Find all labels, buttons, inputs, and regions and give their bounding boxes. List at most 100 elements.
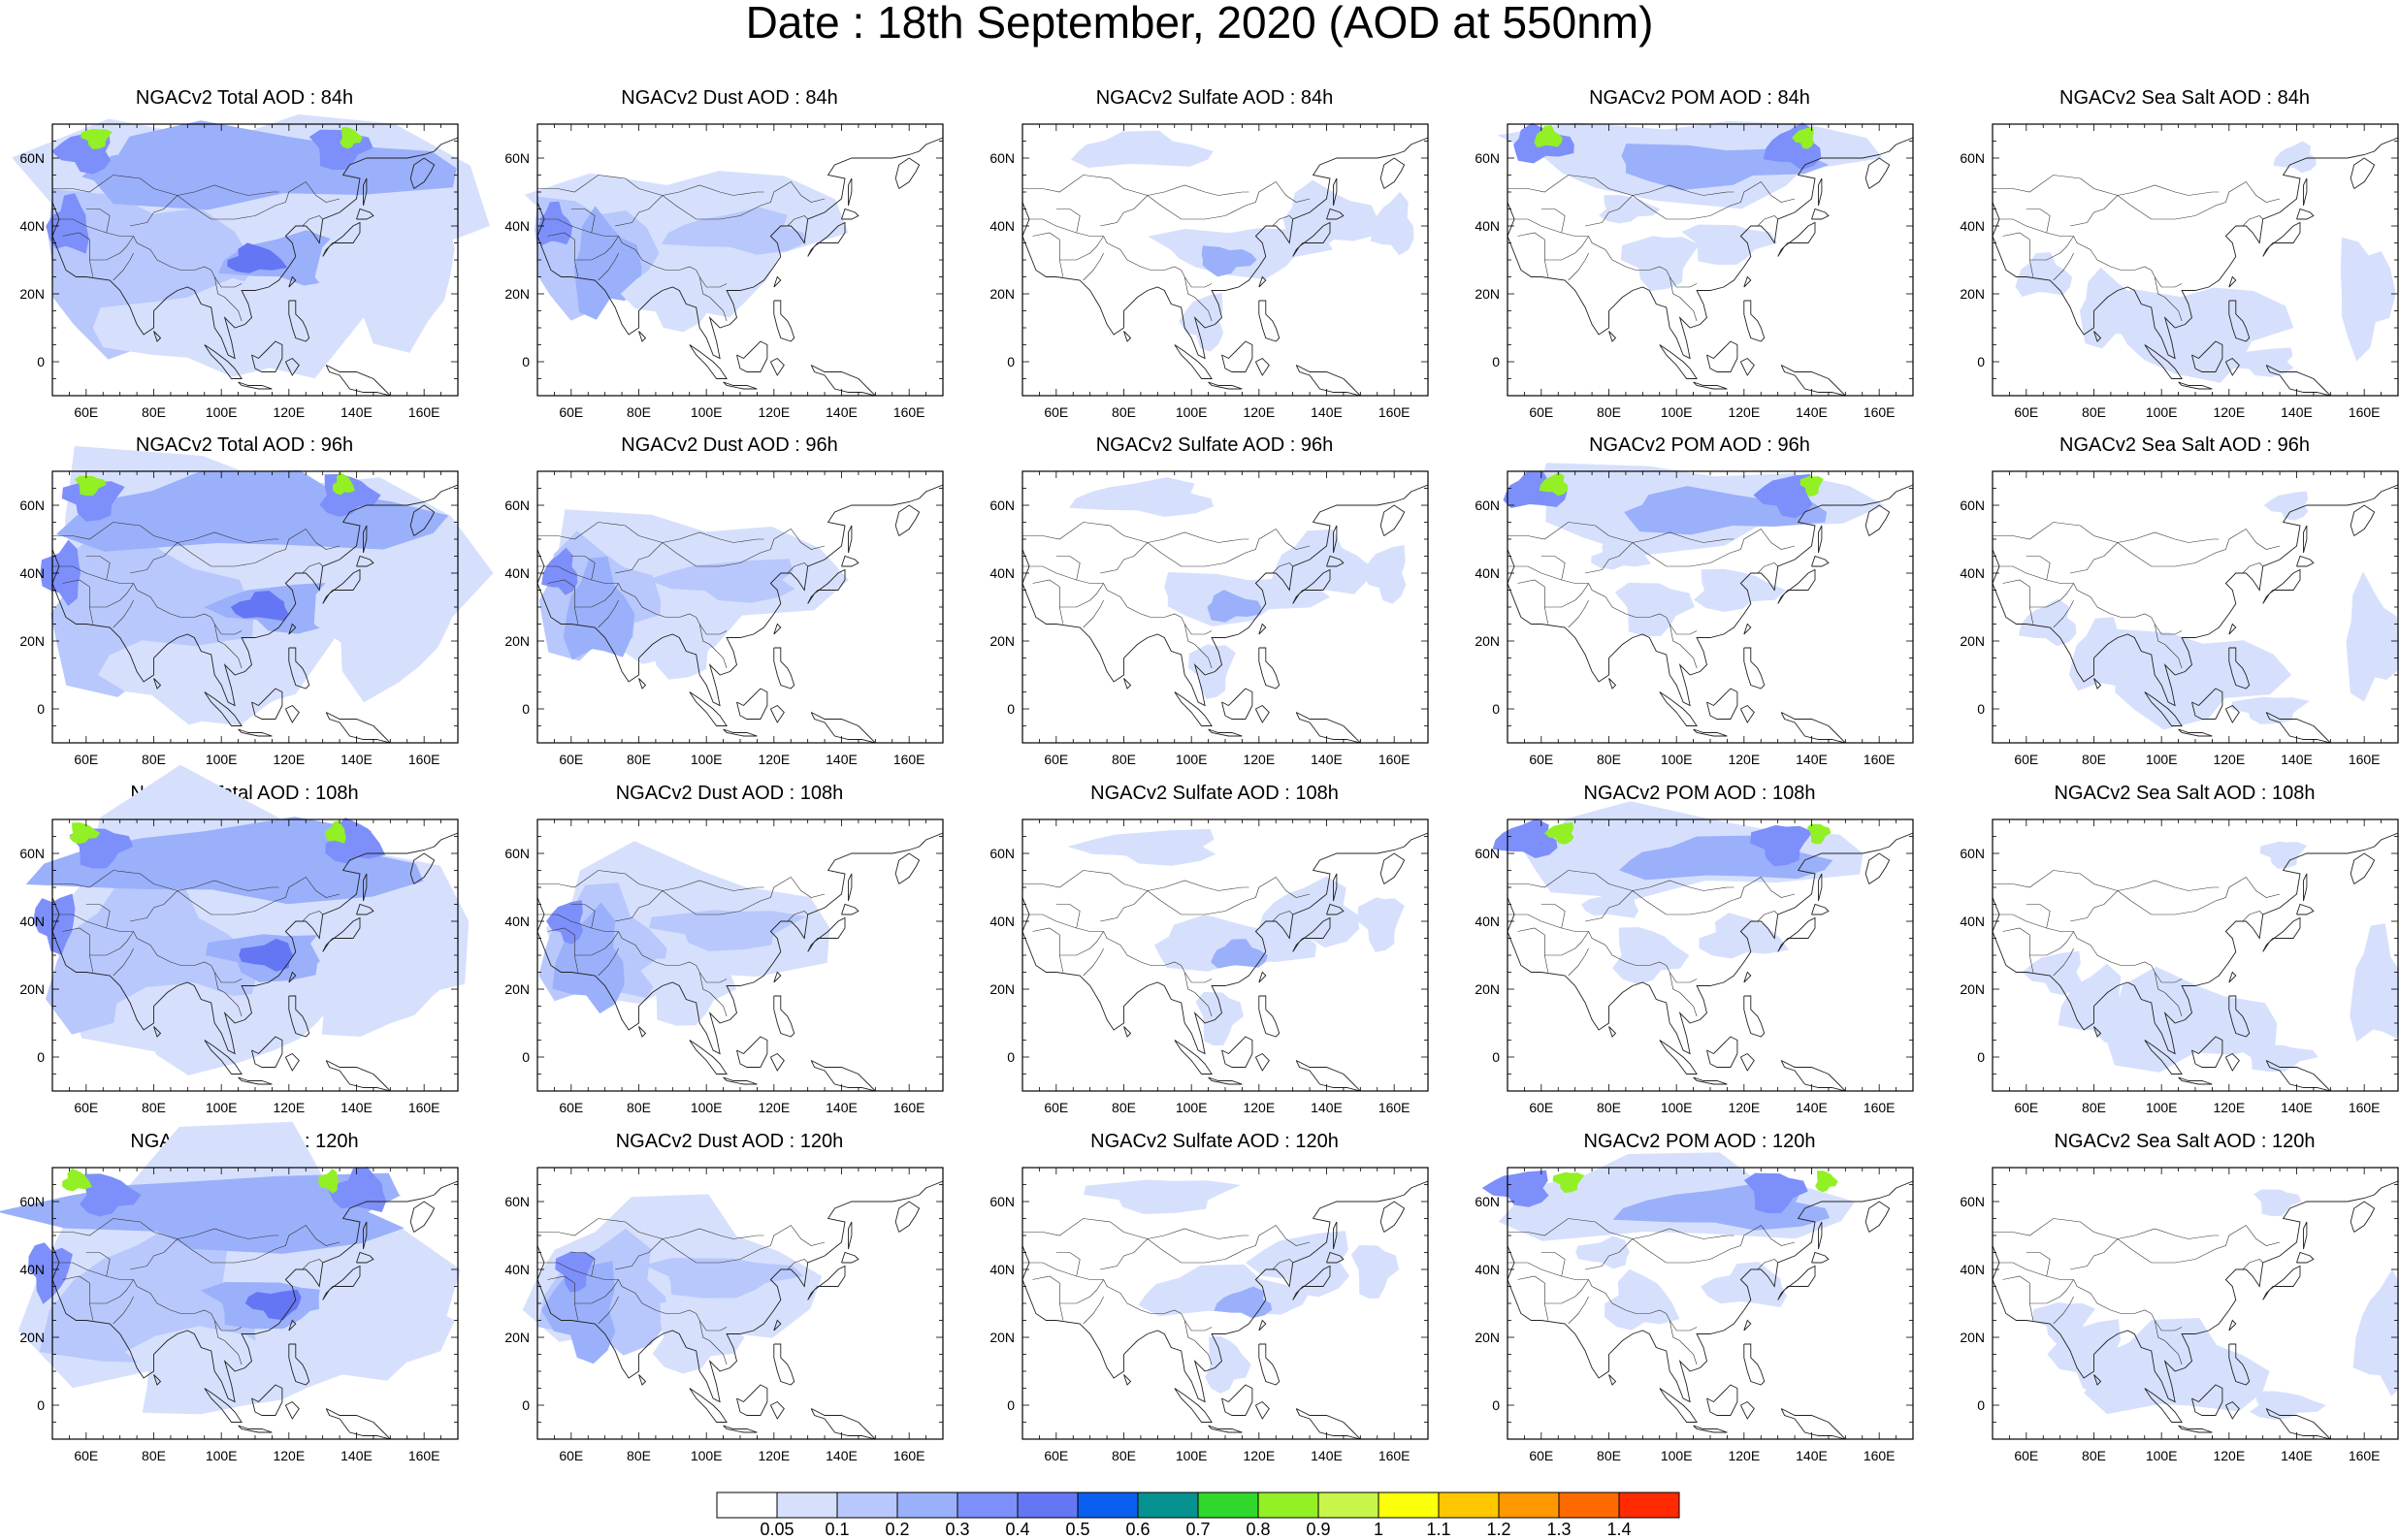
lat-tick-label: 0 [37, 1049, 45, 1065]
coastline [2296, 1251, 2315, 1264]
country-border [1517, 1275, 1549, 1321]
coastline [1780, 1060, 1846, 1091]
country-border [213, 276, 243, 322]
map-panel-seasalt-96h: NGACv2 Sea Salt AOD : 96h 60E 80E 100E 120E 1… [1952, 434, 2399, 784]
aod-region [1543, 822, 1574, 845]
coastline [1608, 1026, 1617, 1038]
country-border [302, 911, 323, 922]
country-border [1272, 215, 1293, 227]
country-border [1669, 972, 1698, 1017]
panel-title: NGACv2 Sea Salt AOD : 108h [2054, 783, 2316, 804]
lat-tick-label: 60N [989, 150, 1015, 166]
lon-tick-label: 100E [691, 752, 723, 767]
coastline [773, 995, 795, 1038]
country-border [211, 1313, 243, 1331]
aod-region [1552, 1171, 1585, 1193]
country-border [1993, 522, 2118, 543]
coastline [1379, 157, 1406, 189]
country-border [1022, 914, 1182, 966]
country-border [547, 232, 579, 277]
lon-tick-label: 160E [408, 752, 440, 767]
country-border [1517, 579, 1549, 625]
aod-region [33, 893, 76, 955]
country-border [598, 599, 619, 628]
panel-title: NGACv2 Dust AOD : 84h [621, 87, 838, 109]
lon-tick-label: 100E [1176, 1448, 1208, 1463]
country-border [1585, 529, 1796, 574]
country-border [1540, 556, 1566, 581]
lon-tick-label: 100E [691, 404, 723, 420]
coastline [2224, 1400, 2240, 1420]
lon-tick-label: 80E [1112, 1100, 1136, 1115]
lat-tick-label: 20N [1475, 633, 1500, 649]
lat-tick-label: 40N [19, 1262, 45, 1277]
coastline [1258, 1343, 1281, 1386]
coastline [2191, 1384, 2223, 1416]
country-border [2053, 947, 2074, 977]
aod-region [113, 982, 338, 1075]
panel-title: NGACv2 POM AOD : 84h [1589, 87, 1810, 109]
aod-region [80, 1173, 142, 1217]
coastline [251, 1036, 283, 1068]
coastline [325, 1408, 391, 1439]
country-border [1993, 1218, 2118, 1239]
aod-region [92, 277, 296, 377]
coastline [1174, 1388, 1213, 1423]
country-border [1032, 1275, 1064, 1321]
aod-region [2253, 1189, 2302, 1216]
coastline [1254, 357, 1270, 376]
colorbar-label: 0.3 [945, 1520, 970, 1539]
coastline [1254, 704, 1270, 723]
lon-tick-label: 160E [2349, 752, 2381, 767]
coastline [52, 832, 458, 1055]
lon-tick-label: 100E [2146, 752, 2178, 767]
country-border [570, 556, 596, 581]
lat-tick-label: 20N [989, 286, 1015, 302]
coastline [1743, 1343, 1766, 1386]
country-border [113, 599, 134, 628]
lon-tick-label: 160E [1864, 1100, 1896, 1115]
map-plot: 60E 80E 100E 120E 140E 160E 60N 40N 20N 0 [504, 818, 944, 1115]
country-border [1183, 1320, 1213, 1365]
country-border [2154, 624, 2183, 669]
aod-region [71, 482, 361, 538]
country-border [113, 1296, 134, 1325]
coastline [638, 1026, 647, 1038]
lat-tick-label: 0 [1977, 1397, 1985, 1413]
country-border [1507, 870, 1633, 891]
aod-region [649, 910, 807, 951]
lat-tick-label: 20N [504, 633, 530, 649]
coastline [1507, 832, 1913, 1055]
colorbar-label: 1.4 [1606, 1520, 1632, 1539]
country-border [787, 1259, 808, 1270]
coastline [1777, 1265, 1816, 1300]
country-border [537, 565, 697, 618]
country-border [2117, 880, 2220, 891]
coastline [1221, 1384, 1253, 1416]
coastline [1811, 1251, 1830, 1264]
country-border [1147, 184, 1249, 196]
country-border [1183, 972, 1213, 1017]
aod-region [1357, 897, 1405, 952]
country-border [62, 1275, 94, 1321]
lat-tick-label: 60N [1960, 497, 1985, 513]
lon-tick-label: 80E [627, 752, 651, 767]
lat-tick-label: 20N [504, 1330, 530, 1345]
coastline [1295, 365, 1361, 396]
lon-tick-label: 160E [893, 404, 925, 420]
colorbar-swatch [836, 1492, 898, 1519]
coastline [153, 331, 162, 342]
country-border [2002, 1275, 2034, 1321]
aod-region [294, 1253, 455, 1377]
aod-region [314, 214, 455, 353]
coastline [288, 1319, 297, 1331]
coastline [1608, 678, 1617, 690]
lat-tick-label: 40N [504, 218, 530, 234]
coastline [322, 568, 361, 604]
map-panel-seasalt-108h: NGACv2 Sea Salt AOD : 108h 60E 80E 100E 120E… [1952, 783, 2399, 1132]
map-panel-sulfate-84h: NGACv2 Sulfate AOD : 84h 60E 80E 100E 120E 14… [982, 87, 1447, 436]
map-plot: 60E 80E 100E 120E 140E 160E 60N 40N 20N 0 [989, 818, 1429, 1115]
lon-tick-label: 80E [1597, 1100, 1621, 1115]
coastline [1333, 177, 1338, 207]
lat-tick-label: 60N [989, 1194, 1015, 1209]
